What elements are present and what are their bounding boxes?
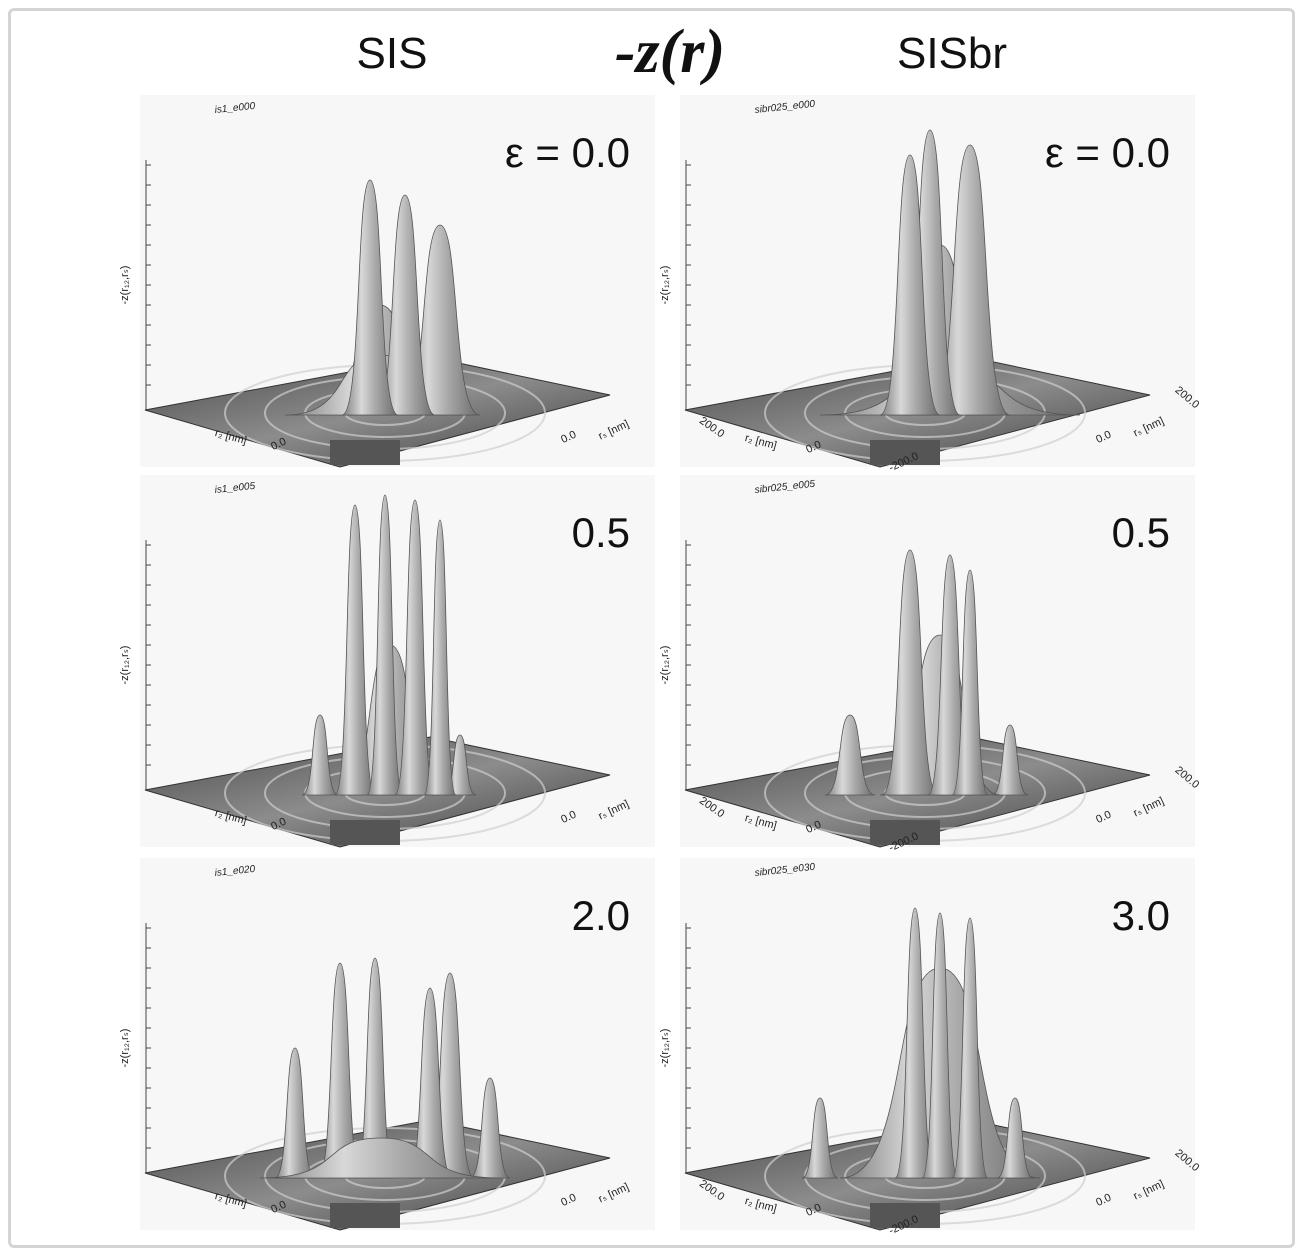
epsilon-label: ε = 0.0 bbox=[1045, 129, 1170, 176]
surface-shadow bbox=[330, 820, 400, 845]
figure-title: -z(r) bbox=[615, 18, 725, 86]
z-axis-label: -z(r₁₂,rₛ) bbox=[119, 266, 131, 305]
column-title: SIS bbox=[357, 29, 428, 78]
epsilon-label: 0.5 bbox=[572, 509, 630, 556]
column-title: SISbr bbox=[897, 29, 1007, 78]
z-axis-label: -z(r₁₂,rₛ) bbox=[659, 266, 671, 305]
epsilon-label: ε = 0.0 bbox=[505, 129, 630, 176]
z-axis-label: -z(r₁₂,rₛ) bbox=[119, 1029, 131, 1068]
surface-shadow bbox=[330, 440, 400, 465]
z-axis-label: -z(r₁₂,rₛ) bbox=[659, 1029, 671, 1068]
z-axis-label: -z(r₁₂,rₛ) bbox=[119, 646, 131, 685]
epsilon-label: 3.0 bbox=[1112, 892, 1170, 939]
figure: SIS -z(r) SISbr is1_e000ε = 0.0-z(r₁₂,rₛ… bbox=[0, 0, 1307, 1260]
surface-shadow bbox=[330, 1203, 400, 1228]
epsilon-label: 0.5 bbox=[1112, 509, 1170, 556]
z-axis-label: -z(r₁₂,rₛ) bbox=[659, 646, 671, 685]
epsilon-label: 2.0 bbox=[572, 892, 630, 939]
